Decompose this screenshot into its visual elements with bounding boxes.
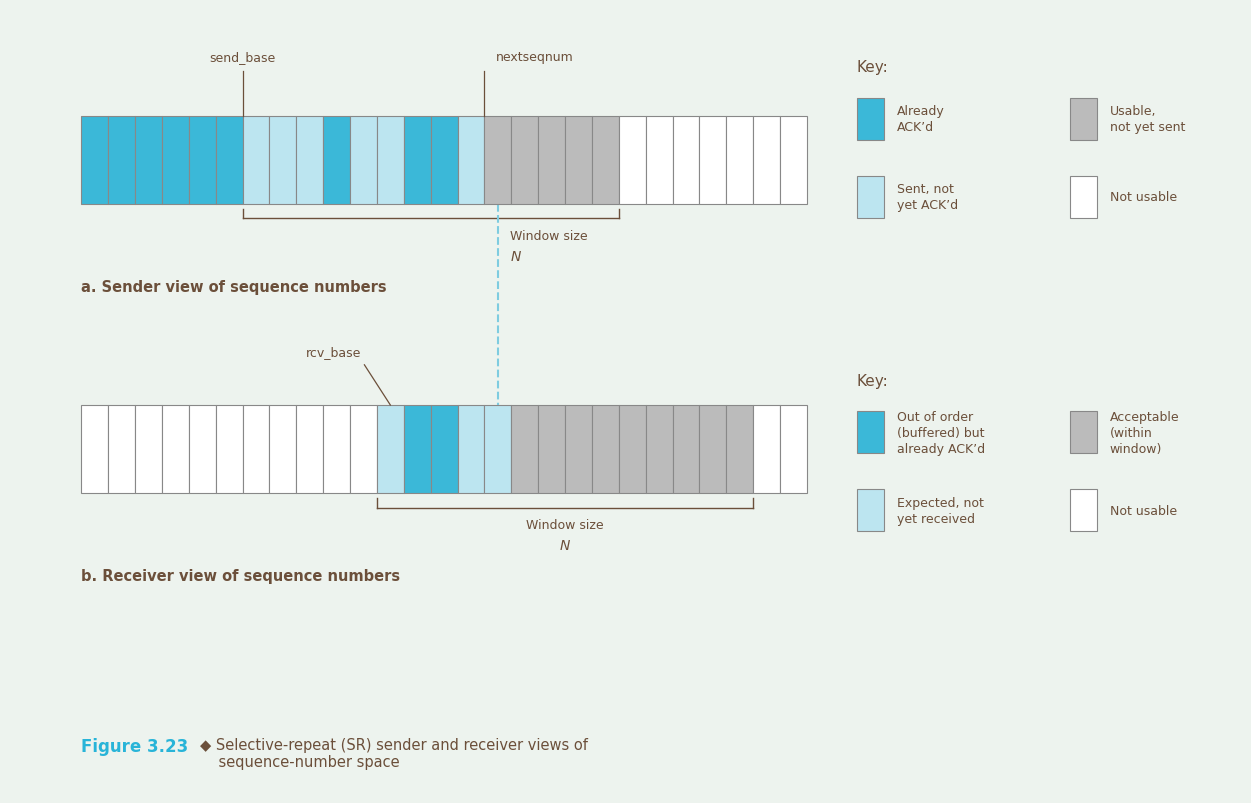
Bar bbox=[161, 116, 189, 205]
Bar bbox=[857, 99, 884, 141]
Text: N: N bbox=[560, 539, 570, 552]
Bar bbox=[592, 116, 619, 205]
Bar bbox=[565, 116, 592, 205]
Bar bbox=[512, 116, 538, 205]
Bar bbox=[458, 406, 484, 494]
Text: Usable,: Usable, bbox=[1110, 105, 1156, 118]
Bar bbox=[377, 116, 404, 205]
Bar bbox=[296, 116, 323, 205]
Bar bbox=[350, 406, 377, 494]
Bar bbox=[430, 116, 458, 205]
Bar bbox=[699, 116, 727, 205]
Bar bbox=[243, 116, 269, 205]
Bar bbox=[404, 116, 430, 205]
Bar bbox=[215, 406, 243, 494]
Text: Key:: Key: bbox=[857, 373, 888, 389]
Text: yet received: yet received bbox=[897, 512, 975, 525]
Bar bbox=[1070, 99, 1097, 141]
Text: Expected, not: Expected, not bbox=[897, 496, 983, 509]
Text: window): window) bbox=[1110, 442, 1162, 455]
Bar bbox=[296, 406, 323, 494]
Bar bbox=[135, 406, 161, 494]
Bar bbox=[857, 412, 884, 454]
Bar bbox=[781, 406, 807, 494]
Bar bbox=[727, 116, 753, 205]
Bar bbox=[484, 116, 512, 205]
Text: b. Receiver view of sequence numbers: b. Receiver view of sequence numbers bbox=[81, 569, 400, 584]
Text: yet ACK’d: yet ACK’d bbox=[897, 199, 958, 212]
Bar bbox=[377, 406, 404, 494]
Text: Window size: Window size bbox=[510, 230, 588, 243]
Text: already ACK’d: already ACK’d bbox=[897, 442, 985, 455]
Text: Key:: Key: bbox=[857, 60, 888, 75]
Bar bbox=[592, 406, 619, 494]
Text: rcv_base: rcv_base bbox=[305, 345, 360, 358]
Bar bbox=[81, 116, 108, 205]
Bar bbox=[1070, 490, 1097, 532]
Bar bbox=[323, 406, 350, 494]
Bar bbox=[565, 406, 592, 494]
Text: Not usable: Not usable bbox=[1110, 504, 1177, 517]
Text: a. Sender view of sequence numbers: a. Sender view of sequence numbers bbox=[81, 279, 387, 295]
Bar bbox=[538, 116, 565, 205]
Bar bbox=[243, 406, 269, 494]
Bar bbox=[404, 406, 430, 494]
Text: ◆ Selective-repeat (SR) sender and receiver views of
    sequence-number space: ◆ Selective-repeat (SR) sender and recei… bbox=[200, 737, 588, 769]
Text: send_base: send_base bbox=[209, 51, 275, 64]
Text: Sent, not: Sent, not bbox=[897, 183, 953, 196]
Bar bbox=[269, 116, 296, 205]
Bar bbox=[161, 406, 189, 494]
Text: Not usable: Not usable bbox=[1110, 191, 1177, 204]
Bar bbox=[619, 406, 646, 494]
Text: nextseqnum: nextseqnum bbox=[495, 51, 573, 64]
Bar bbox=[781, 116, 807, 205]
Bar bbox=[753, 406, 781, 494]
Bar bbox=[189, 116, 215, 205]
Bar bbox=[484, 406, 512, 494]
Bar bbox=[189, 406, 215, 494]
Text: Window size: Window size bbox=[527, 519, 604, 532]
Bar bbox=[430, 406, 458, 494]
Bar bbox=[269, 406, 296, 494]
Bar bbox=[753, 116, 781, 205]
Bar bbox=[108, 406, 135, 494]
Bar bbox=[512, 406, 538, 494]
Bar bbox=[323, 116, 350, 205]
Text: Already: Already bbox=[897, 105, 945, 118]
Bar bbox=[1070, 177, 1097, 218]
Text: N: N bbox=[510, 250, 520, 263]
Text: not yet sent: not yet sent bbox=[1110, 121, 1185, 134]
Bar bbox=[215, 116, 243, 205]
Bar bbox=[1070, 412, 1097, 454]
Bar bbox=[458, 116, 484, 205]
Text: Out of order: Out of order bbox=[897, 410, 973, 423]
Text: ACK’d: ACK’d bbox=[897, 121, 934, 134]
Bar bbox=[646, 116, 673, 205]
Bar bbox=[857, 490, 884, 532]
Bar bbox=[646, 406, 673, 494]
Text: Acceptable: Acceptable bbox=[1110, 410, 1180, 423]
Text: (buffered) but: (buffered) but bbox=[897, 426, 985, 439]
Text: (within: (within bbox=[1110, 426, 1152, 439]
Bar bbox=[673, 406, 699, 494]
Bar bbox=[108, 116, 135, 205]
Bar bbox=[135, 116, 161, 205]
Bar bbox=[699, 406, 727, 494]
Bar bbox=[81, 406, 108, 494]
Bar bbox=[619, 116, 646, 205]
Bar bbox=[673, 116, 699, 205]
Text: Figure 3.23: Figure 3.23 bbox=[81, 737, 189, 755]
Bar bbox=[857, 177, 884, 218]
Bar bbox=[350, 116, 377, 205]
Bar bbox=[538, 406, 565, 494]
Bar bbox=[727, 406, 753, 494]
